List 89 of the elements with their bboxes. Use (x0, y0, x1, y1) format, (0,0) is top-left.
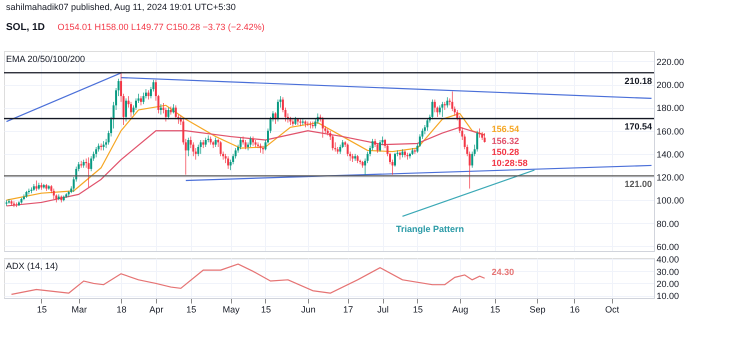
candlestick (438, 104, 441, 115)
y-tick-label: 100.00 (656, 196, 684, 206)
x-tick-label: 15 (260, 304, 271, 314)
candlestick (446, 96, 448, 108)
candlestick (160, 104, 162, 115)
candlestick (142, 92, 144, 105)
candlestick (339, 144, 342, 154)
x-tick-label: May (222, 304, 240, 314)
x-tick-label: Aug (452, 304, 468, 314)
candlestick (164, 107, 167, 122)
candlestick (332, 135, 334, 151)
candlestick (88, 157, 90, 188)
chart-title: SOL, 1D (6, 22, 45, 33)
candlestick (200, 140, 202, 154)
annotation: 150.28 (492, 147, 520, 158)
candlestick (174, 104, 177, 120)
candlestick (376, 143, 379, 154)
x-tick-label: 17 (343, 304, 354, 314)
candlestick (102, 140, 105, 151)
y-tick-label: 10.00 (656, 291, 680, 302)
candlestick (220, 140, 222, 157)
candlestick (426, 118, 428, 132)
candlestick (125, 98, 128, 122)
y-tick-label: 20.00 (656, 278, 680, 289)
candlestick (134, 98, 137, 110)
annotation: Triangle Pattern (396, 224, 464, 234)
x-tick-label: 15 (36, 304, 47, 314)
candlestick (214, 137, 217, 148)
candlestick (12, 200, 15, 208)
y-tick-label: 120.00 (656, 172, 684, 183)
chart-title: ADX (14, 14) (6, 261, 58, 271)
candlestick (227, 156, 230, 170)
candlestick (172, 104, 174, 114)
candlestick (95, 146, 98, 158)
candlestick (257, 142, 260, 148)
x-tick-label: 18 (116, 304, 127, 314)
candlestick (276, 99, 279, 122)
ref-line-label: 121.00 (624, 178, 652, 189)
x-tick-label: Mar (71, 304, 87, 314)
candlestick (434, 99, 436, 113)
x-tick-label: Jul (377, 304, 389, 314)
candlestick (262, 145, 264, 154)
ref-line-label: 210.18 (624, 76, 652, 86)
candlestick (90, 156, 92, 172)
y-tick-label: 220.00 (656, 56, 684, 67)
y-tick-label: 200.00 (656, 80, 684, 90)
x-tick-label: 15 (186, 304, 196, 314)
y-tick-label: 40.00 (656, 254, 680, 265)
x-tick-label: Apr (149, 304, 164, 314)
x-tick-label: Oct (605, 304, 620, 314)
candlestick (451, 91, 454, 112)
chart-subtitle: O154.01 H158.00 L149.77 C150.28 −3.73 (−2.42%) (58, 22, 265, 32)
annotation: 10:28:58 (492, 158, 528, 168)
data-label: 156.54 (492, 124, 520, 134)
candlestick (322, 116, 324, 138)
x-tick-label: 16 (570, 304, 580, 314)
candlestick (394, 152, 396, 167)
x-tick-label: Jun (301, 304, 316, 314)
x-tick-label: 15 (412, 304, 423, 314)
candlestick (244, 140, 247, 150)
line-series (6, 104, 486, 201)
data-label: 156.32 (492, 136, 520, 146)
candlestick (484, 132, 486, 143)
y-tick-label: 60.00 (656, 242, 680, 252)
candlestick (398, 151, 401, 160)
annotation: EMA 20/50/100/200 (6, 54, 86, 64)
candlestick (240, 137, 242, 150)
candlestick (346, 143, 349, 157)
ref-line-label: 170.54 (624, 122, 652, 132)
x-tick-label: 15 (490, 304, 500, 314)
y-tick-label: 80.00 (656, 218, 680, 229)
y-tick-label: 160.00 (656, 126, 684, 136)
y-tick-label: 30.00 (656, 266, 680, 277)
y-tick-label: 180.00 (656, 103, 684, 114)
candlestick (187, 137, 190, 157)
candlestick (140, 96, 142, 106)
candlestick (52, 188, 55, 200)
candlestick (431, 99, 434, 120)
candlestick (147, 90, 150, 100)
data-label: 24.30 (492, 267, 514, 278)
candlestick (252, 136, 254, 146)
candlestick (250, 136, 252, 148)
candlestick (476, 130, 478, 152)
candlestick (204, 137, 207, 148)
candlestick (441, 102, 444, 118)
text: sahilmahadik07 published, Aug 11, 2024 19:01 UTC+5:30 (6, 2, 236, 12)
x-tick-label: Sep (529, 304, 546, 314)
y-tick-label: 140.00 (656, 149, 684, 160)
candlestick (379, 140, 382, 152)
